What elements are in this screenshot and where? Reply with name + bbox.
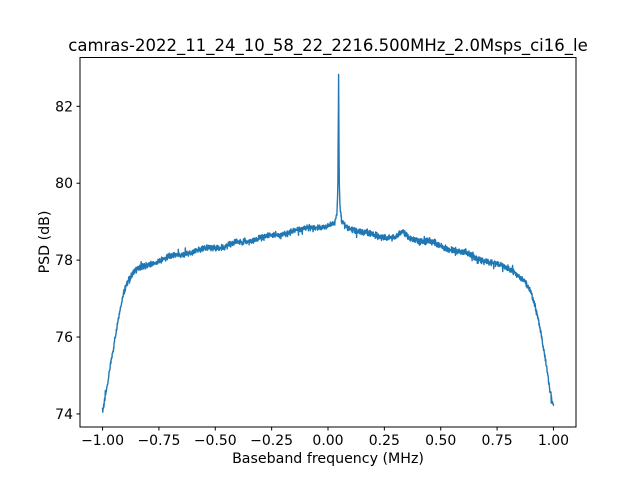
y-tick-label: 78 <box>55 253 73 269</box>
plot-border <box>79 57 577 428</box>
x-tick-label: 0.25 <box>369 433 400 449</box>
y-tick-label: 76 <box>55 330 73 346</box>
chart-title: camras-2022_11_24_10_58_22_2216.500MHz_2… <box>68 36 588 55</box>
y-tick-label: 74 <box>55 407 73 423</box>
y-tick-label: 82 <box>55 99 73 115</box>
x-tick-label: −1.00 <box>81 433 124 449</box>
x-tick-label: 0.50 <box>425 433 456 449</box>
y-tick-label: 80 <box>55 176 73 192</box>
x-tick-label: 1.00 <box>538 433 569 449</box>
x-tick-label: 0.75 <box>482 433 513 449</box>
x-tick-label: −0.50 <box>194 433 237 449</box>
x-tick-label: 0.00 <box>312 433 343 449</box>
x-tick-label: −0.75 <box>137 433 180 449</box>
x-tick-label: −0.25 <box>250 433 293 449</box>
x-axis-label: Baseband frequency (MHz) <box>232 451 424 467</box>
psd-trace <box>101 73 555 413</box>
y-axis-label: PSD (dB) <box>37 210 53 274</box>
